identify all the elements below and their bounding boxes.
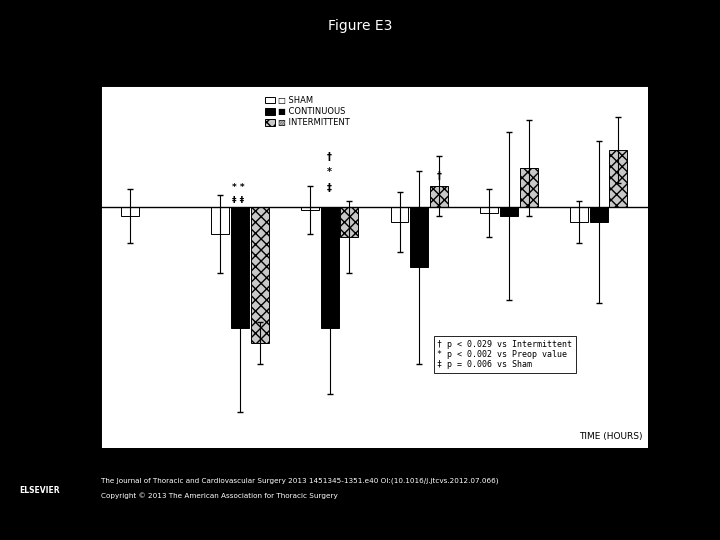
- Bar: [211, 207, 229, 234]
- Bar: [570, 207, 588, 222]
- Text: † p < 0.029 vs Intermittent
* p < 0.002 vs Preop value
‡ p = 0.006 vs Sham: † p < 0.029 vs Intermittent * p < 0.002 …: [437, 340, 572, 369]
- Bar: [590, 207, 608, 222]
- Bar: [520, 168, 538, 207]
- Bar: [341, 207, 359, 237]
- Text: TIME (HOURS): TIME (HOURS): [579, 432, 642, 441]
- Bar: [390, 207, 408, 222]
- Text: ELSEVIER: ELSEVIER: [19, 486, 60, 495]
- Bar: [410, 207, 428, 267]
- Bar: [430, 186, 448, 207]
- Y-axis label: RV EJECTION FRACTION CHANGES (%): RV EJECTION FRACTION CHANGES (%): [60, 188, 68, 347]
- Bar: [609, 150, 627, 207]
- Text: The Journal of Thoracic and Cardiovascular Surgery 2013 1451345-1351.e40 OI:(10.: The Journal of Thoracic and Cardiovascul…: [101, 478, 498, 484]
- Text: Copyright © 2013 The American Association for Thoracic Surgery: Copyright © 2013 The American Associatio…: [101, 492, 338, 499]
- Bar: [500, 207, 518, 216]
- Text: ‡: ‡: [327, 184, 332, 193]
- Bar: [231, 207, 249, 328]
- Text: ‡ ‡: ‡ ‡: [232, 197, 244, 206]
- Bar: [480, 207, 498, 213]
- Bar: [251, 207, 269, 343]
- Bar: [301, 207, 319, 210]
- Legend: □ SHAM, ■ CONTINUOUS, ▨ INTERMITTENT: □ SHAM, ■ CONTINUOUS, ▨ INTERMITTENT: [264, 94, 351, 129]
- Text: †: †: [436, 171, 441, 181]
- Text: †: †: [327, 152, 332, 162]
- Text: * *: * *: [232, 183, 244, 192]
- Bar: [320, 207, 338, 328]
- Text: *: *: [327, 167, 332, 177]
- Bar: [122, 207, 140, 216]
- Text: Figure E3: Figure E3: [328, 19, 392, 33]
